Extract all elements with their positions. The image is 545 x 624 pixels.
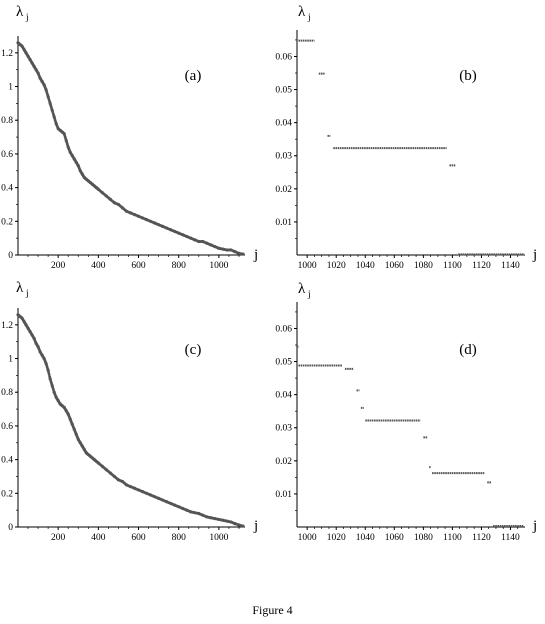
- x-tick-label: 1100: [443, 261, 462, 271]
- y-tick-label: 0.03: [275, 152, 292, 162]
- y-axis-label-subscript: j: [307, 290, 311, 300]
- x-tick-label: 1140: [501, 261, 520, 271]
- x-tick-label: 1020: [327, 261, 346, 271]
- x-tick-label: 1000: [209, 261, 228, 271]
- x-axis-label: j: [253, 518, 258, 534]
- y-tick-label: 1.2: [1, 321, 13, 331]
- y-tick-label: 0.8: [1, 388, 13, 398]
- x-tick-label: 1120: [472, 261, 491, 271]
- y-tick-label: 0.2: [1, 489, 13, 499]
- data-point: [241, 252, 245, 256]
- x-tick-label: 600: [131, 533, 146, 543]
- data-point: [47, 373, 51, 376]
- y-tick-label: 0.6: [1, 422, 13, 432]
- y-tick-label: 0.01: [275, 218, 292, 228]
- y-tick-label: 1: [8, 355, 13, 365]
- x-axis-label: j: [532, 247, 537, 263]
- y-axis-label: λ: [298, 281, 306, 297]
- y-tick-label: 0.2: [1, 217, 13, 227]
- panel-label: (d): [459, 342, 477, 358]
- panel-b: 1000 1020 1040 1060 1080 1100 1120 1140 0.01 0.02…: [275, 4, 537, 271]
- x-tick-label: 1000: [298, 533, 317, 543]
- y-tick-label: 1.2: [1, 49, 13, 59]
- x-axis-label: j: [253, 247, 258, 263]
- y-tick-label: 0.04: [275, 119, 292, 129]
- panel-label: (a): [185, 68, 202, 84]
- x-tick-label: 1080: [414, 533, 433, 543]
- x-tick-label: 1020: [327, 533, 346, 543]
- figure-caption: Figure 4: [252, 603, 293, 617]
- y-tick-label: 0: [8, 523, 13, 533]
- panel-label: (c): [185, 342, 202, 358]
- data-point: [47, 371, 51, 374]
- x-tick-label: 1060: [385, 533, 404, 543]
- y-tick-label: 0.02: [275, 185, 292, 195]
- y-tick-label: 0.01: [275, 490, 292, 500]
- x-tick-label: 200: [51, 261, 66, 271]
- x-tick-label: 200: [51, 533, 66, 543]
- y-axis-label: λ: [16, 280, 24, 296]
- x-tick-label: 1000: [209, 533, 228, 543]
- y-tick-label: 0.06: [275, 52, 292, 62]
- x-tick-label: 1000: [298, 261, 317, 271]
- x-tick-label: 1040: [356, 261, 375, 271]
- y-tick-label: 0.04: [275, 391, 292, 401]
- y-axis-label-subscript: j: [307, 13, 311, 23]
- x-tick-label: 1120: [472, 533, 491, 543]
- y-tick-label: 0.02: [275, 457, 292, 467]
- panel-d: 1000 1020 1040 1060 1080 1100 1120 1140 0.01 0.02…: [275, 281, 537, 543]
- y-tick-label: 0.6: [1, 150, 13, 160]
- x-tick-label: 400: [91, 261, 106, 271]
- y-tick-label: 0.06: [275, 324, 292, 334]
- x-tick-label: 1140: [501, 533, 520, 543]
- y-tick-label: 0.05: [275, 358, 292, 368]
- data-point: [241, 524, 245, 528]
- y-axis-label: λ: [298, 4, 306, 20]
- y-tick-label: 0.05: [275, 86, 292, 96]
- x-tick-label: 1040: [356, 533, 375, 543]
- y-tick-label: 0: [8, 251, 13, 261]
- x-tick-label: 1060: [385, 261, 404, 271]
- y-tick-label: 0.4: [1, 456, 13, 466]
- y-tick-label: 1: [8, 83, 13, 93]
- y-axis-label: λ: [16, 4, 24, 20]
- y-tick-label: 0.8: [1, 116, 13, 126]
- panel-label: (b): [459, 68, 477, 84]
- y-tick-label: 0.03: [275, 424, 292, 434]
- y-axis-label-subscript: j: [25, 289, 29, 299]
- x-tick-label: 1100: [443, 533, 462, 543]
- x-tick-label: 800: [172, 533, 187, 543]
- x-tick-label: 400: [91, 533, 106, 543]
- y-tick-label: 0.4: [1, 184, 13, 194]
- x-tick-label: 800: [172, 261, 187, 271]
- x-tick-label: 600: [131, 261, 146, 271]
- x-axis-label: j: [532, 518, 537, 534]
- x-tick-label: 1080: [414, 261, 433, 271]
- y-axis-label-subscript: j: [25, 13, 29, 23]
